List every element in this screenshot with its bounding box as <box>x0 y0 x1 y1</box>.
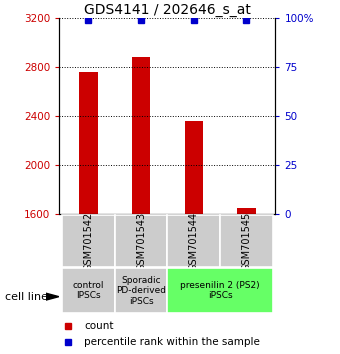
Title: GDS4141 / 202646_s_at: GDS4141 / 202646_s_at <box>84 3 251 17</box>
Bar <box>220 215 273 267</box>
Text: Sporadic
PD-derived
iPSCs: Sporadic PD-derived iPSCs <box>116 276 166 306</box>
Bar <box>168 215 220 267</box>
Text: GSM701542: GSM701542 <box>83 211 94 271</box>
Bar <box>185 121 203 214</box>
Text: cell line: cell line <box>5 292 48 302</box>
Bar <box>237 208 256 214</box>
Bar <box>115 215 168 267</box>
Bar <box>62 268 115 313</box>
Bar <box>168 268 273 313</box>
Bar <box>115 268 168 313</box>
Bar <box>79 72 98 214</box>
Text: GSM701544: GSM701544 <box>189 211 199 271</box>
Text: GSM701543: GSM701543 <box>136 211 146 271</box>
Text: percentile rank within the sample: percentile rank within the sample <box>84 337 260 347</box>
Text: control
IPSCs: control IPSCs <box>73 281 104 300</box>
Text: GSM701545: GSM701545 <box>241 211 252 271</box>
Bar <box>62 215 115 267</box>
Text: presenilin 2 (PS2)
iPSCs: presenilin 2 (PS2) iPSCs <box>180 281 260 300</box>
Polygon shape <box>46 293 59 300</box>
Bar <box>132 57 150 214</box>
Text: count: count <box>84 321 114 331</box>
